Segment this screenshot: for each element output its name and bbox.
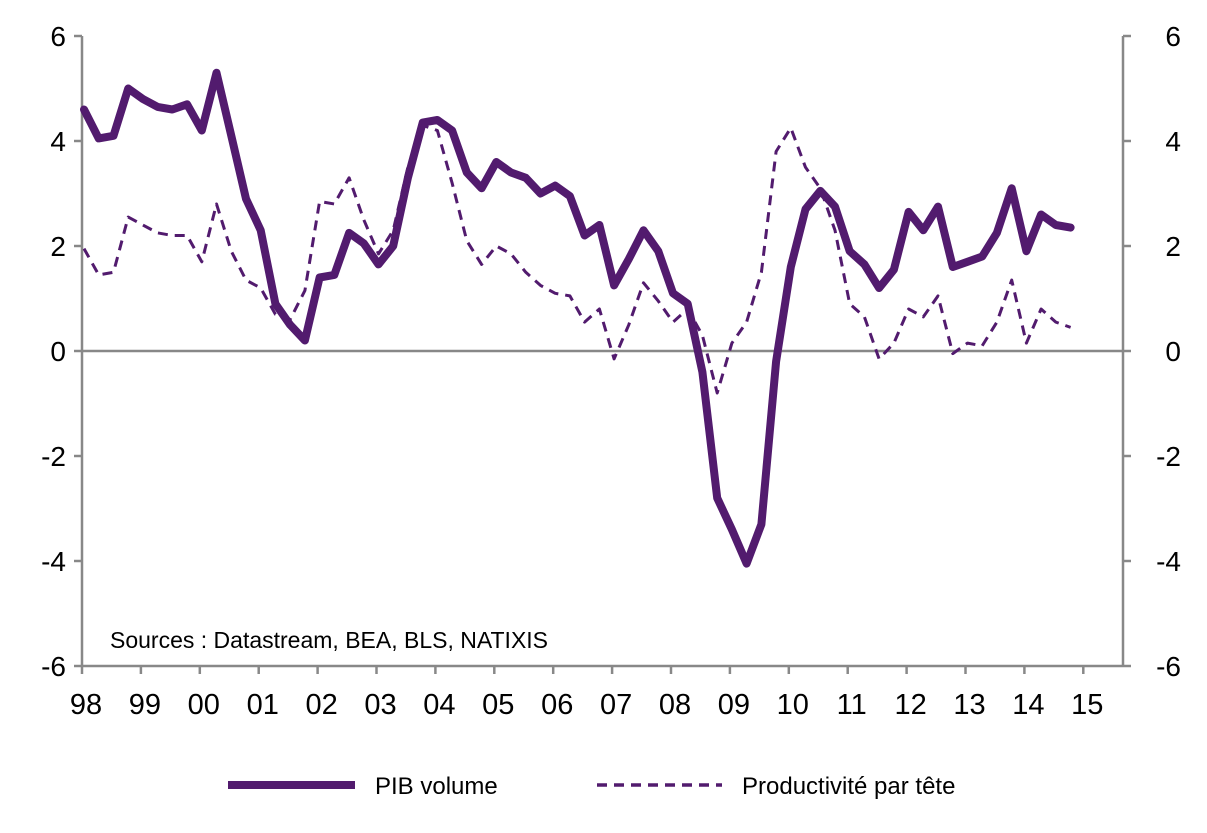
y2-tick-label: 4 [1165, 126, 1181, 157]
x-tick-label: 02 [305, 689, 337, 721]
y2-tick-label: -6 [1156, 651, 1181, 682]
x-tick-label: 14 [1012, 689, 1044, 721]
y-tick-label: -2 [41, 441, 66, 472]
source-annotation: Sources : Datastream, BEA, BLS, NATIXIS [110, 627, 548, 653]
series-line-pib-volume [80, 68, 1075, 568]
y2-tick-label: 2 [1165, 231, 1181, 262]
y2-tick-label: 0 [1165, 336, 1181, 367]
x-tick-label: 01 [247, 689, 279, 721]
y2-tick-label: 6 [1165, 21, 1181, 52]
x-tick-label: 99 [129, 689, 161, 721]
y-tick-label: 2 [50, 231, 66, 262]
legend: PIB volume Productivité par tête [228, 773, 955, 800]
x-tick-label: 11 [837, 689, 867, 721]
x-tick-label: 13 [953, 689, 985, 721]
x-tick-label: 98 [70, 689, 102, 721]
x-tick-label: 06 [541, 689, 573, 721]
x-tick-label: 08 [659, 689, 691, 721]
y-tick-label: -6 [41, 651, 66, 682]
x-tick-label: 05 [482, 689, 514, 721]
x-tick-label: 10 [777, 689, 809, 721]
legend-label-pib: PIB volume [375, 773, 498, 800]
y-tick-label: 0 [50, 336, 66, 367]
y2-tick-label: -4 [1156, 546, 1181, 577]
y-tick-label: 6 [50, 21, 66, 52]
x-tick-label: 15 [1071, 689, 1103, 721]
x-tick-label: 00 [188, 689, 220, 721]
y-tick-label: 4 [50, 126, 66, 157]
legend-label-productivite: Productivité par tête [742, 773, 955, 800]
y-tick-label: -4 [41, 546, 66, 577]
x-tick-label: 03 [364, 689, 396, 721]
series-line-productivite-par-tete [82, 123, 1072, 395]
y2-tick-label: -2 [1156, 441, 1181, 472]
x-tick-label: 09 [718, 689, 750, 721]
x-tick-label: 07 [600, 689, 632, 721]
x-tick-label: 12 [894, 689, 926, 721]
tick-labels: 6 64 42 20 0-2 -2-4 -4-6 -698 99 00 01 02 03 04 05 06 07… [41, 21, 1181, 721]
axes [74, 34, 1131, 674]
series-lines [80, 68, 1075, 568]
x-tick-label: 04 [423, 689, 455, 721]
